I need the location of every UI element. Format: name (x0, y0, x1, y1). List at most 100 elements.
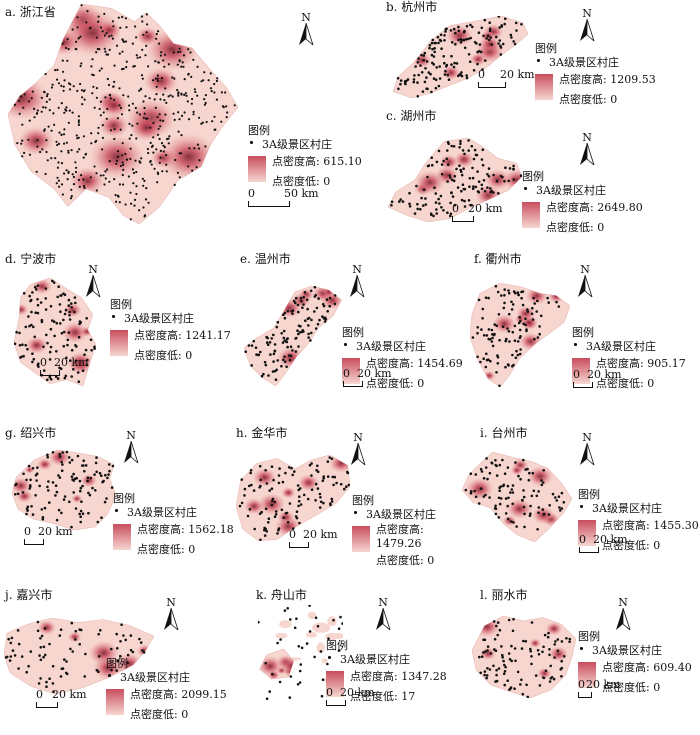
village-dot (94, 461, 98, 465)
legend-low-label: 点密度低: (376, 554, 428, 567)
density-hotspot (129, 114, 164, 142)
village-dot (305, 298, 309, 302)
village-dot (332, 483, 335, 487)
village-dot (459, 142, 462, 146)
village-dot (512, 178, 515, 181)
village-dot (518, 328, 522, 332)
panel-title: g. 绍兴市 (5, 426, 57, 440)
village-dot (154, 77, 157, 80)
village-dot (209, 87, 213, 90)
village-dot (81, 103, 84, 106)
village-dot (420, 71, 424, 74)
village-dot (495, 668, 498, 672)
village-dot (149, 141, 152, 144)
village-dot (121, 154, 124, 157)
village-dot (80, 89, 83, 92)
village-dot (115, 162, 118, 165)
village-dot (277, 481, 281, 485)
panel-title: h. 金华市 (236, 426, 288, 440)
village-dot (62, 133, 66, 136)
village-dot (516, 291, 520, 294)
village-dot (419, 208, 422, 211)
village-dot (505, 337, 508, 341)
village-dot (52, 690, 55, 694)
scale-length: 20 km (340, 686, 375, 699)
density-hotspot (243, 498, 265, 515)
village-dot (488, 21, 491, 24)
legend-low-value: 0 (427, 554, 435, 567)
village-dot (44, 308, 48, 311)
village-dot (431, 38, 435, 42)
village-dot (62, 344, 66, 348)
map-legend: 图例 3A级景区村庄 点密度高: 905.17 点密度低: 0 (572, 324, 700, 404)
village-dot (109, 93, 112, 96)
village-dot (129, 157, 132, 160)
village-dot (291, 349, 294, 352)
village-dot (116, 117, 119, 120)
village-dot (397, 87, 400, 91)
village-dot (63, 495, 67, 498)
village-dot (192, 58, 195, 61)
village-dot (321, 678, 325, 681)
legend-high-value: 1454.69 (417, 357, 463, 370)
village-dot (233, 104, 236, 107)
village-dot (557, 495, 561, 498)
village-dot (76, 150, 79, 153)
village-dot (31, 467, 35, 470)
village-dot (34, 285, 37, 289)
village-dot (247, 344, 251, 347)
village-dot (139, 641, 143, 644)
village-dot (421, 90, 425, 93)
legend-high-label: 点密度高: (602, 519, 654, 532)
village-dot (473, 148, 477, 152)
village-dot (204, 101, 207, 105)
density-hotspot (537, 667, 552, 679)
density-hotspot (453, 151, 475, 168)
village-dot (79, 486, 83, 490)
density-hotspot (267, 670, 280, 679)
village-dot (177, 94, 180, 97)
village-dot (560, 507, 564, 510)
village-dot (103, 183, 106, 186)
village-dot (39, 301, 43, 304)
north-arrow: N (372, 597, 394, 631)
village-dot (486, 477, 489, 481)
village-dot (121, 173, 124, 177)
village-dot (422, 58, 426, 62)
village-dot (530, 655, 533, 658)
density-hotspot (143, 67, 179, 95)
village-dot (282, 329, 286, 333)
legend-low-value: 0 (597, 221, 605, 234)
village-dot (161, 170, 164, 173)
village-dot (481, 68, 484, 71)
village-dot (119, 654, 122, 658)
village-dot (435, 66, 438, 69)
village-dot (46, 341, 49, 345)
density-map (236, 455, 350, 541)
density-hotspot (67, 631, 82, 643)
village-dot (494, 680, 497, 683)
village-dot (135, 185, 138, 188)
village-dot (104, 170, 107, 173)
village-dot (159, 54, 162, 57)
village-dot (157, 127, 160, 130)
village-dot (75, 476, 78, 480)
village-dot (512, 617, 515, 621)
village-dot (60, 511, 63, 515)
scale-line (36, 702, 58, 708)
village-dot (501, 656, 504, 659)
village-dot (266, 343, 270, 346)
village-dot (63, 376, 67, 380)
village-dot (185, 94, 188, 97)
legend-high-value: 1347.28 (401, 670, 447, 683)
village-dot (280, 332, 283, 335)
village-dot (284, 340, 288, 343)
village-dot (530, 621, 534, 624)
village-dot (484, 296, 488, 299)
village-dot (530, 312, 534, 316)
legend-village-label: 3A级景区村庄 (586, 340, 656, 353)
village-dot (295, 516, 299, 520)
village-dot (455, 62, 459, 65)
village-dot (76, 371, 80, 374)
village-dot (177, 51, 180, 54)
